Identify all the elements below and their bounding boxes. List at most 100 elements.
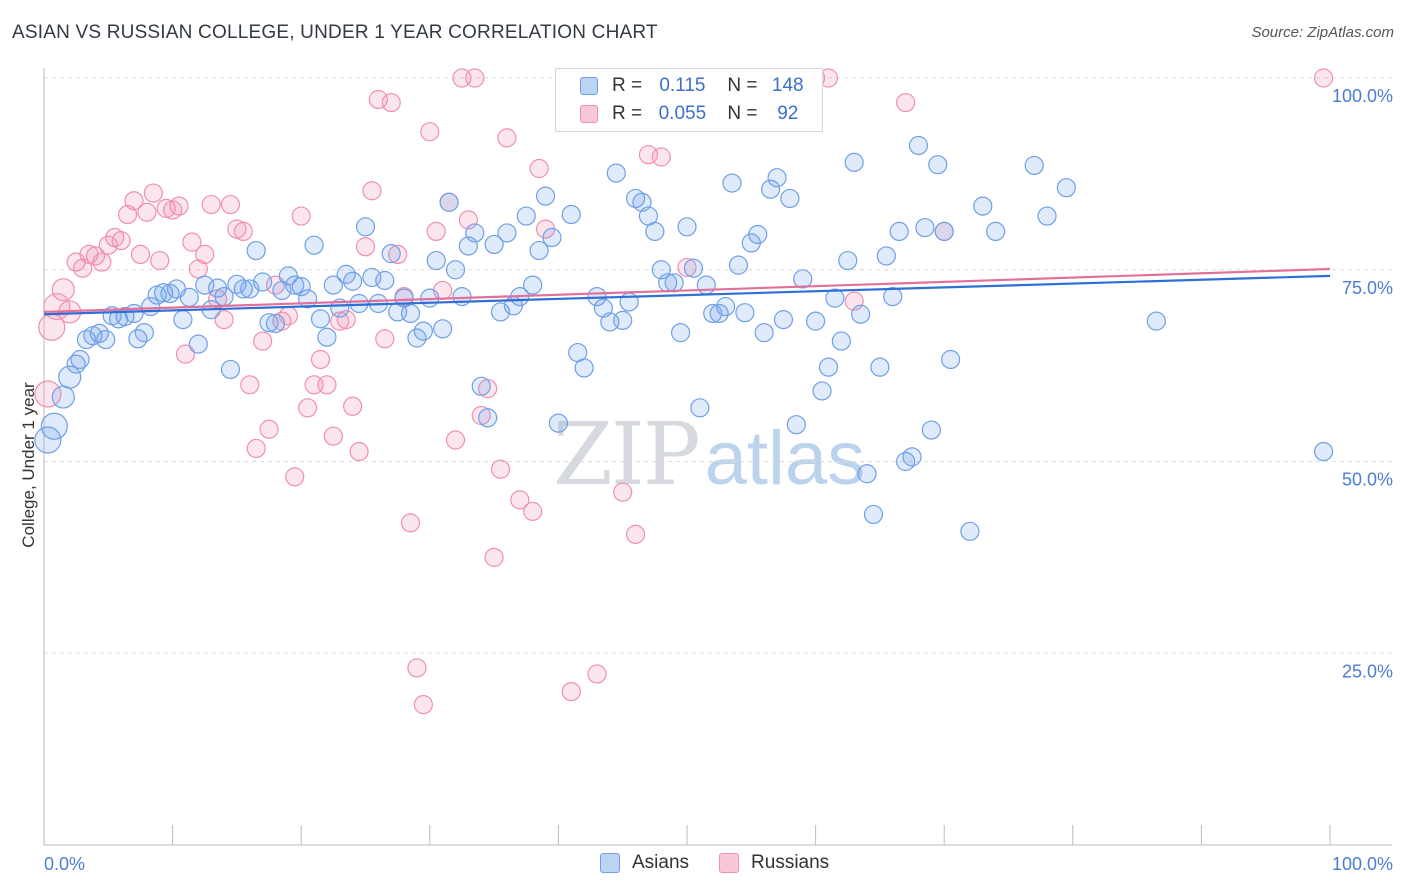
asian-point <box>497 223 517 243</box>
asian-point <box>375 270 395 291</box>
asian-point <box>613 310 633 330</box>
asian-point <box>426 250 446 271</box>
russian-point <box>349 441 369 462</box>
russian-point <box>896 92 916 113</box>
asian-point <box>355 217 376 237</box>
russian-point <box>677 257 697 278</box>
watermark-atlas: atlas <box>704 416 866 501</box>
asian-point <box>1146 311 1166 331</box>
bottom-legend-swatch-russians <box>719 853 740 873</box>
legend-r-label: R = <box>612 103 643 124</box>
russian-point <box>195 244 215 265</box>
asian-point <box>664 273 684 293</box>
asian-point <box>754 323 774 343</box>
asian-point <box>34 426 62 454</box>
asian-point <box>683 258 704 278</box>
y-tick-label: 100.0% <box>1332 86 1393 106</box>
russian-point <box>465 68 485 88</box>
russian-point <box>220 194 241 215</box>
asian-point <box>812 381 832 401</box>
russian-point <box>343 396 363 416</box>
asian-point <box>188 334 208 354</box>
asian-point <box>173 310 193 330</box>
asian-point <box>606 163 626 183</box>
bottom-legend-asians: Asians <box>600 852 689 874</box>
asian-point <box>523 275 543 295</box>
russian-point <box>420 122 440 142</box>
asian-point <box>915 217 935 238</box>
chart-source: Source: ZipAtlas.com <box>1251 24 1394 41</box>
asian-point <box>548 413 569 433</box>
russian-point <box>182 232 202 252</box>
asian-point <box>561 204 581 225</box>
asian-point <box>413 321 433 341</box>
asian-trend-line <box>43 274 1331 316</box>
asian-point <box>51 385 75 409</box>
y-tick-label: 50.0% <box>1342 470 1393 490</box>
russian-point <box>426 221 446 241</box>
bottom-legend-russians: Russians <box>719 852 829 874</box>
russian-point <box>240 375 260 395</box>
russian-point <box>625 524 646 544</box>
asian-point <box>728 255 749 275</box>
asian-point <box>902 447 922 467</box>
asian-point <box>381 244 401 264</box>
asian-point <box>529 240 549 261</box>
asian-point <box>134 323 154 343</box>
russian-point <box>92 252 112 272</box>
bottom-legend-swatch-asians <box>600 853 620 873</box>
asian-point <box>465 223 485 243</box>
asian-point <box>349 293 369 314</box>
asian-point <box>818 357 839 377</box>
asian-point <box>471 376 491 396</box>
asian-point <box>330 298 350 318</box>
russian-trend-line <box>43 267 1331 314</box>
grid-lines <box>44 77 1392 654</box>
asian-point <box>786 415 806 435</box>
russian-point <box>137 202 157 222</box>
russian-point <box>175 344 196 364</box>
asian-point <box>876 246 896 266</box>
russian-point <box>388 244 408 265</box>
asian-point <box>735 303 755 323</box>
x-tick-label: 100.0% <box>1332 854 1393 874</box>
asian-point <box>179 287 199 307</box>
asian-point <box>780 188 800 209</box>
asian-point <box>831 331 851 351</box>
asian-point <box>246 240 266 261</box>
asian-point <box>838 250 858 271</box>
asian-point <box>921 420 941 440</box>
russian-point <box>490 459 511 479</box>
bottom-legend-label-asians: Asians <box>632 852 690 873</box>
asian-point <box>1313 441 1334 462</box>
asian-point <box>722 173 742 193</box>
russian-point <box>355 237 376 257</box>
russian-point <box>285 467 305 487</box>
asian-point <box>934 221 954 241</box>
asian-point <box>960 521 980 541</box>
russian-point <box>529 158 549 179</box>
russian-point <box>298 398 318 418</box>
asian-point <box>863 504 884 525</box>
tick-labels: 25.0% 50.0% 75.0% 100.0% 0.0% 100.0% <box>44 86 1393 874</box>
legend-r-value: 0.055 <box>658 103 707 124</box>
asian-point <box>645 221 665 241</box>
legend-row-asians: R = 0.115 N = 148 <box>580 73 813 99</box>
asian-point <box>574 358 594 378</box>
russian-point <box>651 147 671 167</box>
russian-point <box>330 311 350 331</box>
asian-point <box>690 398 710 418</box>
russian-point <box>253 331 273 351</box>
russian-point <box>613 482 633 502</box>
russian-point <box>214 310 234 330</box>
russian-point <box>413 695 433 715</box>
chart-title: ASIAN VS RUSSIAN COLLEGE, UNDER 1 YEAR C… <box>12 22 658 43</box>
y-tick-label: 75.0% <box>1342 278 1393 298</box>
asian-point <box>870 357 890 377</box>
russian-point <box>259 419 279 439</box>
asian-point <box>310 309 331 329</box>
asian-point <box>343 271 363 291</box>
asian-point <box>767 168 787 188</box>
asian-point <box>70 349 90 370</box>
russian-point <box>34 380 62 408</box>
